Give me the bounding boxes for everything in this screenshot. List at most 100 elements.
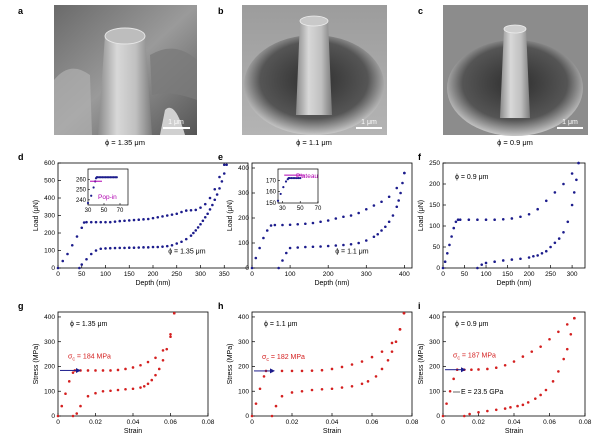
data-point — [467, 218, 471, 221]
data-point — [376, 232, 380, 236]
y-tick-label: 400 — [429, 314, 440, 321]
x-tick-label: 200 — [524, 271, 535, 278]
data-point — [101, 369, 105, 372]
inset-x-tick-label: 50 — [297, 206, 304, 212]
data-point — [71, 414, 75, 418]
data-point — [342, 243, 345, 247]
data-point — [250, 266, 254, 270]
data-point — [161, 349, 165, 352]
data-point — [403, 171, 406, 175]
data-point — [570, 203, 574, 207]
data-point — [80, 226, 84, 230]
data-point — [151, 216, 155, 220]
data-point — [310, 388, 314, 392]
pillar-top-a — [104, 27, 146, 45]
data-point — [397, 199, 400, 202]
data-point — [142, 218, 145, 221]
data-point — [366, 380, 370, 383]
modulus-label: E = 23.5 GPa — [461, 389, 503, 396]
data-point — [575, 178, 578, 182]
y-axis-label: Stress (MPa) — [227, 344, 234, 385]
panel-letter-h: h — [218, 301, 224, 311]
data-point — [364, 239, 368, 242]
data-point — [118, 219, 122, 223]
data-point — [127, 219, 131, 222]
y-tick-label: 0 — [436, 265, 440, 272]
inset-x-tick-label: 30 — [279, 206, 286, 212]
data-point — [395, 186, 399, 190]
y-tick-label: 300 — [429, 339, 440, 346]
plot-frame — [251, 162, 413, 269]
scale-label-c: 1 μm — [562, 119, 578, 126]
data-point — [296, 222, 300, 226]
data-point — [501, 259, 505, 262]
inset-data-point — [112, 176, 115, 179]
data-point — [320, 387, 324, 391]
data-point — [156, 245, 160, 249]
data-point — [137, 218, 141, 221]
data-point — [372, 235, 376, 239]
x-tick-label: 350 — [219, 271, 230, 278]
inset-data-point — [109, 176, 112, 179]
data-point — [139, 386, 142, 389]
data-point — [270, 414, 274, 418]
chart-panel-h: h 0 0.02 0.04 0.06 0.08 0 100 200 300 400 Strain Str… — [218, 301, 419, 435]
data-point — [521, 355, 525, 358]
x-tick-label: 0.06 — [164, 419, 177, 426]
data-point — [565, 347, 569, 351]
data-point — [175, 212, 179, 216]
panel-letter-d: d — [18, 152, 24, 162]
pillar-b — [296, 20, 332, 115]
data-point — [484, 218, 488, 221]
inset-data-point — [299, 176, 302, 180]
critical-stress-arrowhead — [76, 367, 81, 373]
data-point — [94, 249, 98, 252]
panel-letter-g: g — [18, 301, 24, 311]
sem-panel-a: a 1 μm ϕ = 1.35 μm — [18, 5, 197, 147]
data-point — [280, 369, 284, 373]
data-point — [175, 242, 179, 245]
chart-panel-d: d0 50 100 150 200 250 300 350010020030040050060… — [18, 152, 249, 287]
data-point — [101, 389, 105, 393]
data-point — [401, 181, 404, 185]
critical-stress-label: σc = 182 MPa — [262, 354, 305, 363]
data-point — [512, 360, 516, 363]
data-point — [184, 237, 188, 241]
data-point — [218, 175, 221, 179]
y-tick-label: 200 — [429, 181, 440, 188]
data-point — [208, 196, 212, 200]
y-tick-label: 300 — [44, 213, 55, 220]
data-point — [320, 368, 324, 372]
debris-right — [150, 48, 197, 100]
data-point — [448, 243, 451, 247]
data-point — [350, 384, 354, 388]
data-point — [349, 214, 353, 217]
data-point — [161, 358, 165, 362]
data-point — [540, 252, 544, 255]
y-tick-label: 300 — [238, 190, 249, 197]
x-axis-label: Strain — [323, 428, 341, 435]
x-tick-label: 0.06 — [366, 419, 379, 426]
inset-data-point — [96, 176, 99, 179]
critical-stress-arrowhead — [270, 368, 275, 374]
data-point — [104, 247, 107, 250]
diameter-annotation: ϕ = 1.1 μm — [264, 321, 298, 328]
y-tick-label: 100 — [238, 240, 249, 247]
data-point — [194, 229, 198, 232]
data-point — [165, 214, 169, 217]
data-point — [80, 263, 84, 266]
data-point — [544, 199, 548, 203]
x-tick-label: 0 — [250, 271, 254, 278]
panel-letter-i: i — [418, 301, 421, 311]
data-point — [137, 246, 141, 249]
inset-data-point — [99, 176, 102, 179]
data-point — [189, 208, 193, 212]
data-point — [527, 256, 531, 259]
diameter-annotation: ϕ = 1.1 μm — [335, 248, 369, 255]
data-point — [470, 368, 473, 371]
inset-data-point — [106, 176, 109, 179]
data-point — [132, 246, 136, 249]
sem-panel-b: b 1 μm ϕ = 1.1 μm — [218, 5, 387, 147]
data-point — [201, 219, 205, 223]
data-point — [544, 388, 548, 392]
